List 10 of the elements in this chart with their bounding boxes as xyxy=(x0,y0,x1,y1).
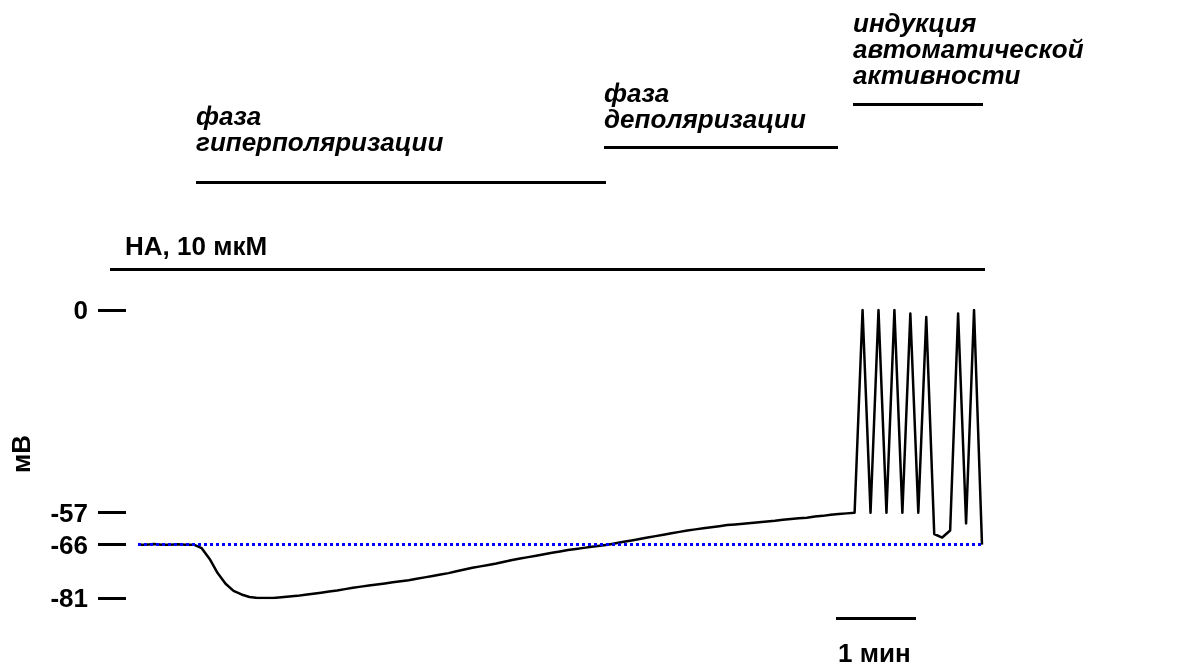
text: фаза деполяризации xyxy=(604,78,806,134)
text: НА, 10 мкМ xyxy=(125,231,268,261)
y-tick-label: 0 xyxy=(73,295,88,325)
text: индукция автоматической активности xyxy=(853,8,1084,90)
y-tick-label: -81 xyxy=(50,583,88,613)
y-tick-label: -57 xyxy=(50,497,88,528)
y-axis-title: мВ xyxy=(6,434,36,474)
text: 1 мин xyxy=(838,638,911,668)
text: фаза гиперполяризации xyxy=(196,101,444,157)
y-tick-label: -66 xyxy=(50,529,88,560)
